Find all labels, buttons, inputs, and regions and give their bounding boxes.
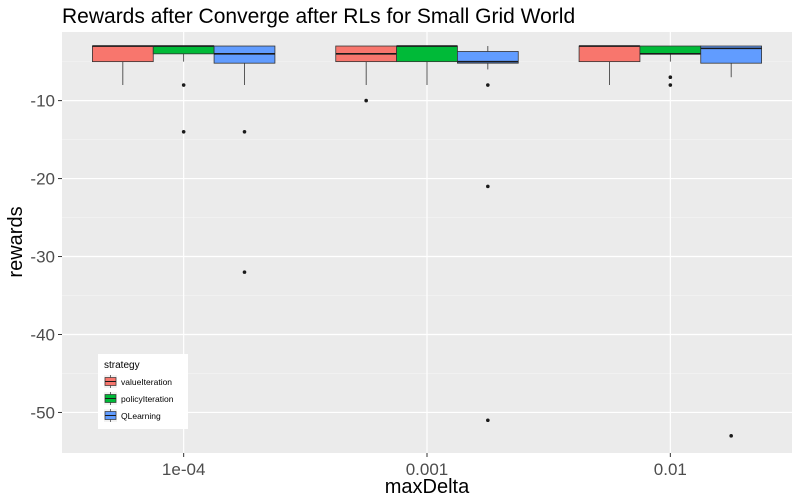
y-tick-label: -10: [30, 92, 55, 111]
legend-item-valueIteration: valueIteration: [104, 375, 172, 388]
box-body: [700, 45, 762, 64]
chart-title: Rewards after Converge after RLs for Sma…: [62, 5, 575, 28]
outlier-point: [668, 83, 673, 87]
box-body: [92, 45, 154, 63]
legend-label: valueIteration: [121, 377, 172, 387]
legend-title: strategy: [104, 360, 140, 371]
outlier-point: [181, 129, 186, 134]
y-axis: -10 -20 -30 -40 -50: [30, 92, 62, 422]
outlier-point: [486, 83, 490, 87]
box-body: [396, 45, 458, 63]
x-tick-label: 1e-04: [162, 460, 205, 479]
box-valueIteration-0.001: [335, 45, 397, 103]
box-QLearning-1e-04: [213, 45, 276, 274]
outlier-point: [181, 83, 186, 87]
box-body: [152, 45, 215, 55]
legend-label: policyIteration: [121, 394, 174, 404]
outlier-point: [668, 75, 673, 80]
legend-label: QLearning: [121, 411, 161, 421]
outlier-point: [486, 184, 490, 189]
box-body: [457, 51, 519, 64]
x-axis: 1e-04 0.001 0.01: [162, 453, 687, 479]
box-body: [639, 45, 702, 55]
legend: strategy valueIteration policyIteration QL…: [98, 354, 188, 429]
y-tick-label: -40: [30, 325, 55, 344]
outlier-point: [242, 129, 247, 134]
x-tick-label: 0.001: [406, 460, 449, 479]
y-tick-label: -50: [30, 403, 55, 422]
y-axis-title: rewards: [5, 206, 27, 277]
outlier-point: [242, 270, 247, 274]
legend-item-QLearning: QLearning: [104, 409, 161, 422]
y-tick-label: -30: [30, 248, 55, 267]
outlier-point: [729, 434, 733, 438]
box-body: [578, 45, 641, 63]
x-axis-title: maxDelta: [385, 476, 470, 498]
box-QLearning-0.001: [457, 46, 519, 423]
box-QLearning-0.01: [700, 45, 762, 438]
outlier-point: [364, 98, 368, 103]
x-tick-label: 0.01: [654, 460, 687, 479]
boxplot-marks: [92, 45, 762, 438]
box-valueIteration-1e-04: [92, 45, 154, 86]
outlier-point: [486, 418, 490, 423]
legend-item-policyIteration: policyIteration: [104, 392, 174, 405]
y-tick-label: -20: [30, 170, 55, 189]
